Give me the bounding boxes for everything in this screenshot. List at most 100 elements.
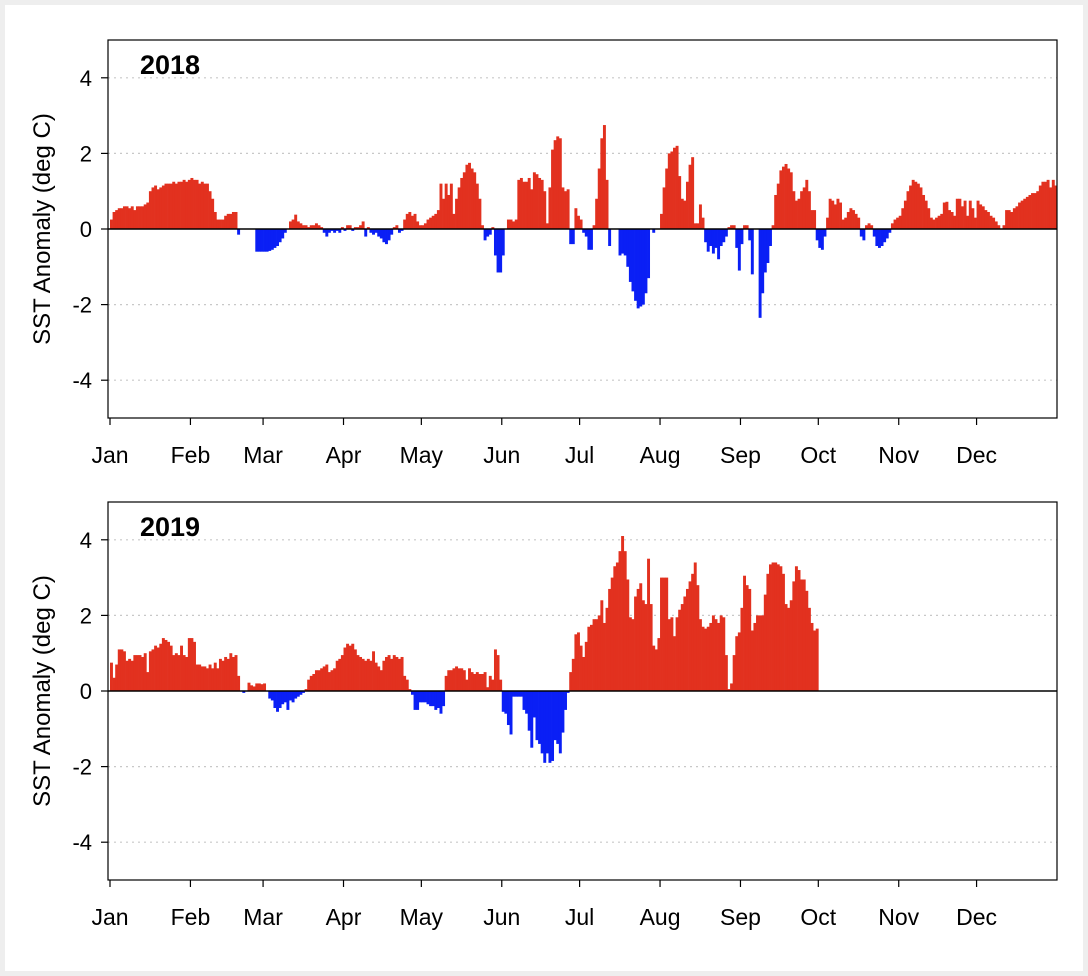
bar: [366, 658, 370, 691]
bar: [730, 225, 734, 229]
bar: [294, 214, 298, 229]
bar: [470, 168, 474, 229]
bar: [953, 215, 957, 229]
y-tick-label: -4: [72, 368, 92, 393]
bar: [836, 198, 840, 229]
bar: [372, 651, 375, 691]
bar: [387, 229, 391, 241]
x-tick-label: Apr: [326, 442, 362, 468]
bar: [128, 208, 132, 229]
bar: [813, 630, 817, 691]
bar: [1028, 194, 1032, 229]
bar: [359, 656, 363, 691]
bar: [667, 153, 671, 229]
bar: [986, 211, 990, 229]
bar: [727, 689, 731, 691]
bar: [410, 691, 414, 695]
bar: [268, 229, 272, 251]
bar: [390, 658, 394, 691]
x-tick-label: Jun: [483, 904, 520, 930]
bar: [1005, 210, 1009, 229]
bar: [491, 227, 495, 229]
bar: [787, 168, 791, 229]
bar: [530, 189, 534, 229]
bar: [403, 675, 407, 691]
bar: [945, 201, 949, 229]
bar: [732, 225, 736, 229]
bar: [577, 215, 580, 229]
bar: [447, 670, 451, 691]
bar: [680, 604, 684, 691]
bar: [966, 215, 970, 229]
bar: [608, 229, 612, 247]
bar: [330, 229, 334, 231]
bar: [1046, 179, 1050, 229]
bar: [634, 596, 638, 691]
x-tick-label: Nov: [878, 442, 919, 468]
y-tick-label: 0: [80, 217, 92, 242]
bar: [514, 219, 518, 229]
bar: [779, 566, 783, 691]
bar: [377, 229, 381, 237]
bar: [592, 619, 596, 691]
bar: [519, 177, 523, 229]
bar: [421, 691, 425, 703]
bar: [805, 590, 809, 691]
bar: [286, 691, 290, 710]
bar: [940, 213, 944, 229]
bar: [805, 179, 809, 229]
bar: [449, 670, 453, 691]
bar: [255, 229, 259, 252]
bar: [794, 200, 798, 229]
bar: [1054, 185, 1058, 229]
bar: [195, 179, 199, 229]
bar: [128, 658, 132, 691]
bar: [465, 679, 469, 691]
bar: [206, 668, 209, 691]
bar: [499, 679, 503, 691]
bar: [673, 147, 676, 229]
bar: [800, 579, 804, 691]
bar: [216, 668, 220, 691]
bar: [174, 653, 178, 691]
bar: [631, 619, 635, 691]
bar: [135, 206, 139, 229]
bar: [475, 183, 479, 229]
bar: [218, 219, 222, 229]
bar: [854, 213, 858, 229]
bar: [639, 583, 643, 691]
bar: [395, 225, 399, 229]
bar: [724, 229, 728, 237]
bar: [698, 619, 702, 691]
bar: [447, 194, 451, 229]
bar: [431, 215, 435, 229]
bar: [1051, 179, 1055, 229]
bar: [340, 227, 344, 229]
bar: [688, 164, 692, 229]
bar: [501, 229, 505, 256]
bar: [532, 172, 536, 229]
bar: [722, 229, 726, 243]
bar: [501, 691, 505, 712]
bar: [198, 664, 202, 691]
bar: [206, 183, 209, 229]
bar: [769, 564, 772, 691]
bar: [789, 600, 793, 691]
bar: [758, 229, 762, 318]
bar: [382, 660, 386, 691]
bar: [169, 645, 173, 691]
bar: [605, 607, 609, 691]
x-tick-label: Jun: [483, 442, 520, 468]
bar: [260, 229, 264, 252]
bar: [426, 691, 430, 705]
bar: [369, 229, 373, 233]
bar: [1023, 198, 1027, 229]
bar: [289, 221, 292, 229]
bar: [481, 225, 484, 229]
bar: [418, 691, 422, 703]
bar: [514, 691, 518, 697]
bar: [667, 619, 671, 691]
bar: [571, 229, 575, 245]
bar: [143, 653, 147, 691]
bar: [177, 181, 181, 229]
